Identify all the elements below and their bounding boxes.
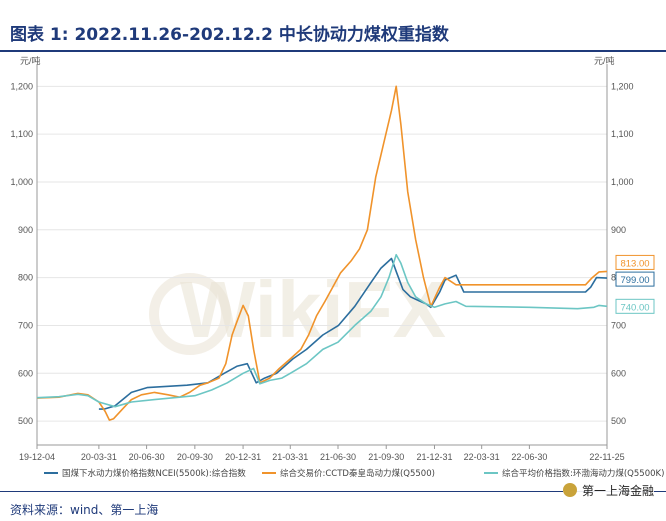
y-tick-label-left: 1,100 bbox=[10, 129, 33, 139]
y-unit-label-right: 元/吨 bbox=[594, 55, 615, 66]
end-value-box bbox=[615, 298, 655, 314]
y-tick-label-left: 800 bbox=[18, 273, 33, 283]
end-value-label: 813.00 bbox=[615, 254, 655, 270]
y-tick-label-right: 600 bbox=[611, 368, 626, 378]
legend-label: 国煤下水动力煤价格指数NCEI(5500k):综合指数 bbox=[62, 468, 246, 479]
y-tick-label-left: 900 bbox=[18, 225, 33, 235]
y-tick-label-right: 1,200 bbox=[611, 81, 634, 91]
x-tick-label: 22-03-31 bbox=[464, 452, 500, 462]
x-tick-label: 20-03-31 bbox=[81, 452, 117, 462]
end-value-text: 799.00 bbox=[620, 275, 649, 286]
legend-label: 综合交易价:CCTD秦皇岛动力煤(Q5500) bbox=[280, 468, 435, 479]
y-tick-label-left: 1,200 bbox=[10, 81, 33, 91]
brand-name: 第一上海金融 bbox=[581, 483, 654, 498]
y-tick-label-right: 500 bbox=[611, 416, 626, 426]
x-tick-label: 19-12-04 bbox=[19, 452, 55, 462]
x-tick-label: 20-12-31 bbox=[225, 452, 261, 462]
brand-badge: 第一上海金融 bbox=[562, 480, 654, 500]
end-value-text: 813.00 bbox=[620, 258, 649, 269]
y-tick-label-right: 1,000 bbox=[611, 177, 634, 187]
end-value-box bbox=[615, 271, 655, 287]
y-tick-label-left: 500 bbox=[18, 416, 33, 426]
x-tick-label: 21-12-31 bbox=[416, 452, 452, 462]
y-tick-label-right: 900 bbox=[611, 225, 626, 235]
y-tick-label-left: 1,000 bbox=[10, 177, 33, 187]
x-tick-label: 21-03-31 bbox=[272, 452, 308, 462]
page-title: 图表 1: 2022.11.26-202.12.2 中长协动力煤权重指数 bbox=[10, 25, 449, 45]
end-value-box bbox=[615, 254, 655, 270]
line-chart: WikiFX5005006006007007008008009009001,00… bbox=[10, 55, 664, 479]
brand-logo-icon bbox=[562, 483, 577, 497]
series-line-2 bbox=[36, 85, 608, 421]
series-line-3 bbox=[36, 253, 608, 408]
x-tick-label: 21-06-30 bbox=[320, 452, 356, 462]
y-tick-label-right: 1,100 bbox=[611, 129, 634, 139]
end-value-label: 740.00 bbox=[615, 298, 655, 314]
y-tick-label-left: 600 bbox=[18, 368, 33, 378]
source-note: 资料来源：wind、第一上海 bbox=[10, 503, 159, 517]
y-unit-label-left: 元/吨 bbox=[20, 55, 41, 66]
x-tick-label: 22-06-30 bbox=[511, 452, 547, 462]
x-tick-label: 20-09-30 bbox=[177, 452, 213, 462]
x-tick-label: 22-11-25 bbox=[589, 452, 624, 462]
y-tick-label-right: 700 bbox=[611, 320, 626, 330]
x-tick-label: 21-09-30 bbox=[368, 452, 404, 462]
title-divider bbox=[0, 50, 666, 52]
footer-divider bbox=[0, 491, 666, 492]
end-value-text: 740.00 bbox=[620, 302, 649, 313]
end-value-label: 799.00 bbox=[615, 271, 655, 287]
y-tick-label-left: 700 bbox=[18, 320, 33, 330]
x-tick-label: 20-06-30 bbox=[129, 452, 165, 462]
legend-label: 综合平均价格指数:环渤海动力煤(Q5500K) bbox=[502, 468, 664, 479]
